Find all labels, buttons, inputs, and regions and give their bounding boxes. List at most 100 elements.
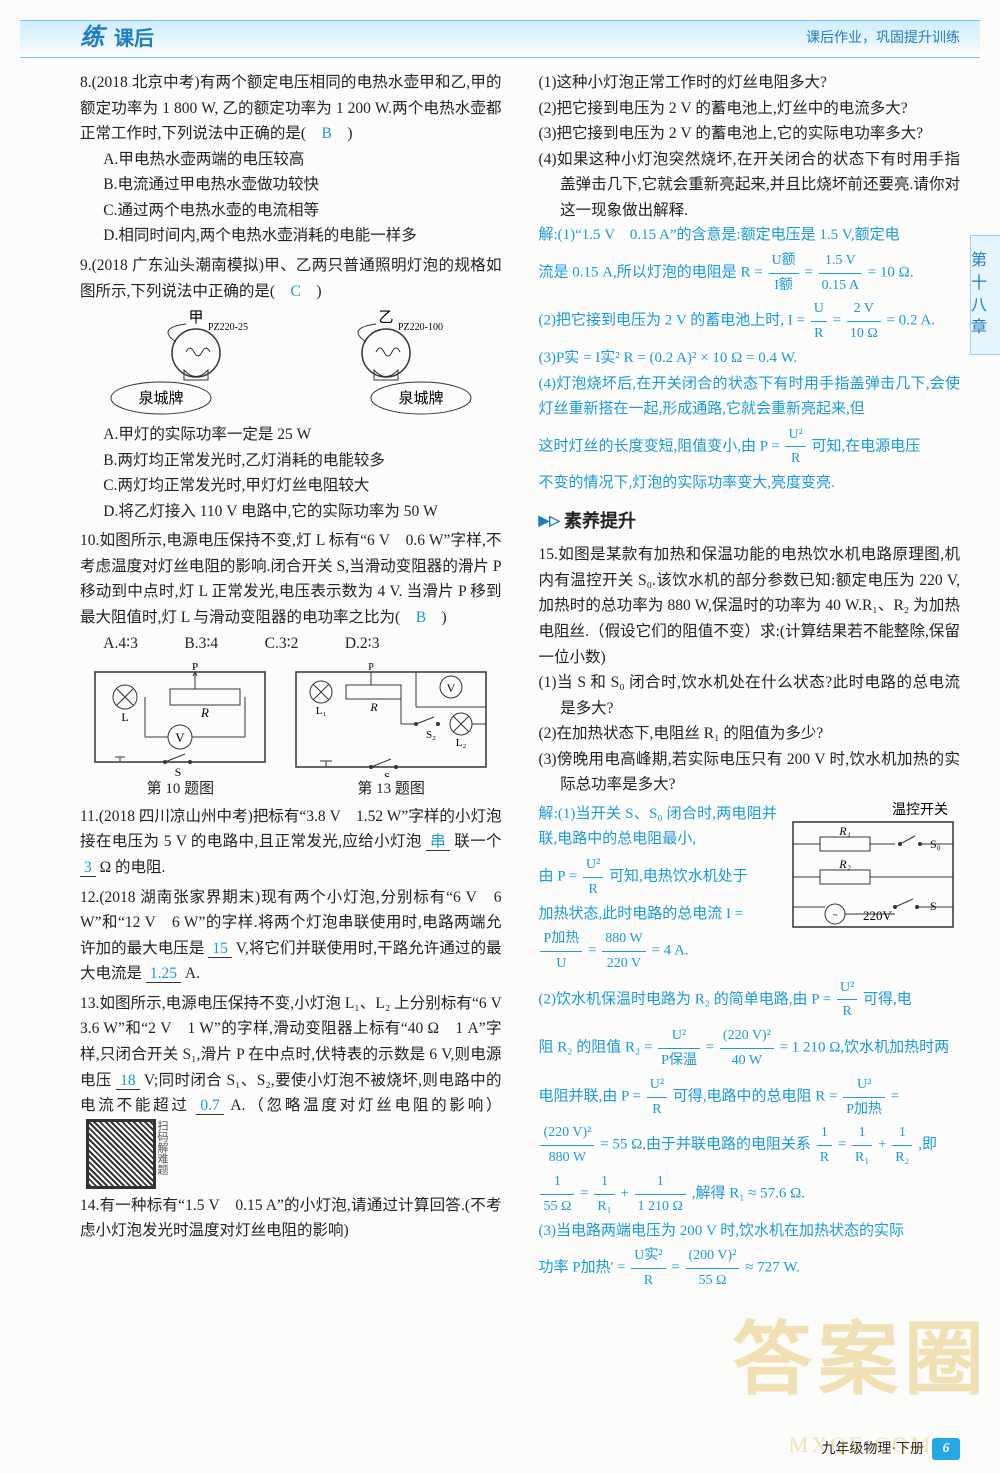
s15-l8b: = 55 Ω,由于并联电路的电阻关系: [600, 1137, 815, 1153]
s14-l5a: 这时灯丝的长度变短,阻值变小,由 P =: [538, 438, 783, 454]
s14-l5-row: 这时灯丝的长度变短,阻值变小,由 P = U²R 可知,在电源电压: [538, 423, 960, 472]
question-15: 15.如图是某款有加热和保温功能的电热饮水机电路原理图,机内有温控开关 S₀.该…: [538, 542, 960, 798]
left-column: 8.(2018 北京中考)有两个额定电压相同的电热水壶甲和乙,甲的额定功率为 1…: [80, 70, 502, 1293]
s14-l1-row: 流是 0.15 A,所以灯泡的电阻是 R = U额I额 = 1.5 V0.15 …: [538, 249, 960, 298]
s14-l6: 不变的情况下,灯泡的实际功率变大,亮度变亮.: [538, 471, 960, 497]
s15-f9: (220 V)²880 W: [540, 1121, 594, 1170]
s15-eq3: =: [891, 1089, 899, 1105]
q8-opt-a: A.甲电热水壶两端的电压较高: [80, 147, 502, 173]
s15-eq6: =: [671, 1260, 683, 1276]
q12-s3: A.: [181, 965, 200, 982]
question-14: 14.有一种标有“1.5 V 0.15 A”的小灯泡,请通过计算回答.(不考虑小…: [80, 1193, 502, 1244]
q14-num: 14.: [80, 1197, 99, 1214]
svg-text:L: L: [122, 710, 129, 724]
s15-f10: 1R: [817, 1121, 832, 1170]
s15-f16: U实²R: [631, 1244, 665, 1293]
s15-f15: 11 210 Ω: [635, 1170, 686, 1219]
s15-l7b: 可得,电路中的总电阻 R =: [673, 1089, 841, 1105]
s15-f7: U²R: [647, 1073, 667, 1122]
q11-a1: 串: [426, 833, 450, 851]
s15-l2a: 由 P =: [538, 869, 577, 885]
play-icon: ▶▷: [538, 510, 560, 533]
svg-text:L₂: L₂: [456, 737, 467, 749]
question-9: 9.(2018 广东汕头潮南模拟)甲、乙两只普通照明灯泡的规格如图所示,下列说法…: [80, 253, 502, 524]
fig13-circuit: L₁ R P V S₂ L₂ S₁: [286, 662, 496, 777]
s15-f12: 1R₂: [892, 1121, 912, 1170]
svg-text:P: P: [368, 662, 374, 673]
q14-d: (4)如果这种小灯泡突然烧坏,在开关闭合的状态下有时用手指盖弹击几下,它就会重新…: [538, 147, 960, 224]
s15-f8: U²P加热: [843, 1073, 885, 1122]
s15-l2-row: 由 P = U²R 可知,电热饮水机处于: [538, 853, 777, 902]
solution-15-rest: (2)饮水机保温时电路为 R₂ 的简单电路,由 P = U²R 可得,电 阻 R…: [538, 976, 960, 1293]
s14-l2-row: (2)把它接到电压为 2 V 的蓄电池上时, I = UR = 2 V10 Ω …: [538, 297, 960, 346]
q12-a1: 15: [208, 940, 232, 958]
q14-c: (3)把它接到电压为 2 V 的蓄电池上,它的实际电功率多大?: [538, 121, 960, 147]
chapter-side-tab: 第十八章: [970, 235, 1000, 355]
q15-a: (1)当 S 和 S₀ 闭合时,饮水机处在什么状态?此时电路的总电流是多大?: [538, 670, 960, 721]
s14-eq1: =: [804, 265, 816, 281]
s14-l2a: (2)把它接到电压为 2 V 的蓄电池上时, I =: [538, 313, 805, 329]
q8-opt-c: C.通过两个电热水壶的电流相等: [80, 198, 502, 224]
s15-l5b: 可得,电: [863, 991, 912, 1007]
s15-eq5: =: [580, 1186, 592, 1202]
footer-grade: 九年级物理·下册: [821, 1438, 924, 1461]
q13-num: 13.: [80, 995, 99, 1012]
s15-l1: 解:(1)当开关 S、S₀ 闭合时,两电阻并联,电路中的总电阻最小,: [538, 802, 777, 853]
q11-s3: Ω 的电阻.: [96, 859, 166, 876]
bulb1-brand: 泉城牌: [138, 390, 183, 407]
s14-l5b: 可知,在电源电压: [812, 438, 921, 454]
s15-l8c: ,即: [918, 1137, 937, 1153]
q14-stem: 有一种标有“1.5 V 0.15 A”的小灯泡,请通过计算回答.(不考虑小灯泡发…: [80, 1197, 502, 1240]
q11-src: (2018 四川凉山州中考): [99, 808, 253, 825]
s15-l4-row: P加热U = 880 W220 V = 4 A.: [538, 927, 777, 976]
brand-lian: 练: [80, 25, 106, 51]
qr-code-icon: 扫码解难题: [86, 1119, 156, 1189]
s14-f5: U²R: [785, 423, 805, 472]
s15-l6a: 阻 R₂ 的阻值 R₂ =: [538, 1040, 656, 1056]
q15-stem: 如图是某款有加热和保温功能的电热饮水机电路原理图,机内有温控开关 S₀.该饮水机…: [538, 546, 960, 665]
q15-b: (2)在加热状态下,电阻丝 R₁ 的阻值为多少?: [538, 721, 960, 747]
q10-opts: A.4∶3 B.3∶4 C.3∶2 D.2∶3: [80, 631, 502, 657]
column-divider: [520, 70, 521, 1293]
s15-l4b: = 4 A.: [651, 943, 688, 959]
s15-plus: +: [878, 1137, 890, 1153]
question-12: 12.(2018 湖南张家界期末)现有两个小灯泡,分别标有“6 V 6 W”和“…: [80, 885, 502, 987]
circuit-figures-row: L R P V S 第 10 题图 L₁ R: [80, 662, 502, 802]
q11-a2: 3: [80, 859, 96, 877]
q9-opt-a: A.甲灯的实际功率一定是 25 W: [80, 422, 502, 448]
s14-f1: U额I额: [769, 249, 799, 298]
bulb-yi: 乙 PZ220-100 泉城牌: [296, 308, 476, 418]
s15-l11a: 功率 P加热' =: [538, 1260, 629, 1276]
fig15-circuit: 温控开关 R₁ S₀ R₂ S ~ 220V: [785, 802, 960, 937]
s15-l3a: 加热状态,此时电路的总电流 I =: [538, 902, 777, 928]
question-10: 10.如图所示,电源电压保持不变,灯 L 标有“6 V 0.6 W”字样,不考虑…: [80, 528, 502, 656]
s14-l4: (4)灯泡烧坏后,在开关闭合的状态下有时用手指盖弹击几下,会使灯丝重新搭在一起,…: [538, 372, 960, 423]
q9-num: 9.: [80, 257, 92, 274]
q13-a2: 0.7: [196, 1097, 223, 1115]
s15-l11-row: 功率 P加热' = U实²R = (200 V)²55 Ω ≈ 727 W.: [538, 1244, 960, 1293]
qr-label: 扫码解难题: [153, 1120, 171, 1175]
q10-num: 10.: [80, 532, 99, 549]
q11-num: 11.: [80, 808, 99, 825]
svg-text:L₁: L₁: [316, 705, 327, 717]
bulb2-top-label: 乙: [378, 310, 393, 326]
solution-15-top: 解:(1)当开关 S、S₀ 闭合时,两电阻并联,电路中的总电阻最小, 由 P =…: [538, 802, 777, 976]
s14-f2: 1.5 V0.15 A: [819, 249, 862, 298]
bulb1-top-label: 甲: [188, 310, 203, 326]
header-right: 课后作业，巩固提升训练: [806, 27, 960, 50]
q15-c: (3)傍晚用电高峰期,若实际电压只有 200 V 时,饮水机加热的实际总功率是多…: [538, 747, 960, 798]
header-banner: 练 课后 课后作业，巩固提升训练: [20, 20, 980, 58]
s15-eq: =: [588, 943, 600, 959]
q12-a2: 1.25: [146, 965, 181, 983]
q13-s3: A.（忽略温度对灯丝电阻的影响）: [224, 1097, 502, 1114]
s15-l6b: = 1 210 Ω,饮水机加热时两: [780, 1040, 950, 1056]
q9-opt-d: D.将乙灯接入 110 V 电路中,它的实际功率为 50 W: [80, 499, 502, 525]
s15-f17: (200 V)²55 Ω: [686, 1244, 740, 1293]
s15-eq2: =: [706, 1040, 718, 1056]
bulb-jia: 甲 PZ220-25 泉城牌: [106, 308, 286, 418]
brand-kehou: 课后: [114, 28, 154, 50]
svg-text:~: ~: [833, 910, 838, 920]
q9-opt-c: C.两灯均正常发光时,甲灯灯丝电阻较大: [80, 473, 502, 499]
q8-opt-b: B.电流通过甲电热水壶做功较快: [80, 172, 502, 198]
q9-figure: 甲 PZ220-25 泉城牌 乙 PZ220-100: [80, 308, 502, 418]
